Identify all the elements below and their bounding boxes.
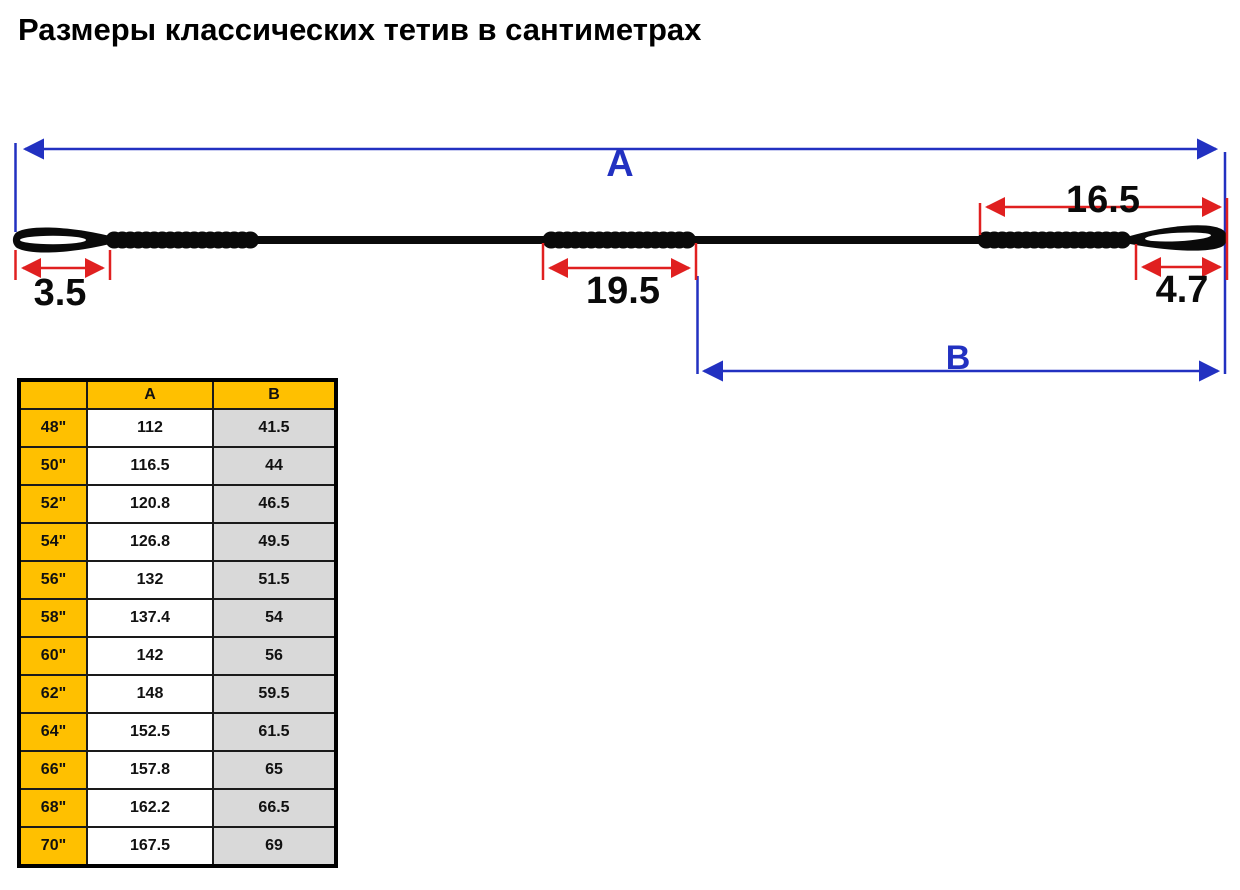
value-a: 137.4 <box>86 598 214 638</box>
value-a: 112 <box>86 408 214 448</box>
row-size-label: 60" <box>18 636 88 676</box>
table-row: 52" 120.8 46.5 <box>18 484 337 524</box>
value-b: 69 <box>212 826 337 867</box>
value-b: 65 <box>212 750 337 790</box>
row-size-label: 50" <box>18 446 88 486</box>
row-size-label: 64" <box>18 712 88 752</box>
value-a: 167.5 <box>86 826 214 867</box>
row-size-label: 58" <box>18 598 88 638</box>
page-title: Размеры классических тетив в сантиметрах <box>18 12 702 47</box>
table-row: 50" 116.5 44 <box>18 446 337 486</box>
table-row: 68" 162.2 66.5 <box>18 788 337 828</box>
dim-label-b: B <box>946 339 971 377</box>
value-a: 120.8 <box>86 484 214 524</box>
row-size-label: 54" <box>18 522 88 562</box>
value-a: 157.8 <box>86 750 214 790</box>
table-header: A B <box>18 379 337 410</box>
table-row: 70" 167.5 69 <box>18 826 337 867</box>
dim-label-right-loop: 4.7 <box>1156 269 1209 311</box>
string-size-table: A B 48" 112 41.5 50" 116.5 44 52" 120.8 46.5 54" 1… <box>17 378 338 868</box>
bowstring-diagram: A B 3.5 19.5 16.5 4.7 <box>12 138 1229 382</box>
header-b-column: B <box>212 379 337 410</box>
value-a: 148 <box>86 674 214 714</box>
value-b: 61.5 <box>212 712 337 752</box>
value-a: 142 <box>86 636 214 676</box>
value-b: 44 <box>212 446 337 486</box>
value-b: 46.5 <box>212 484 337 524</box>
dim-label-right-serving-section: 16.5 <box>1066 179 1140 221</box>
dim-label-left-loop: 3.5 <box>34 272 87 314</box>
value-b: 51.5 <box>212 560 337 600</box>
table-row: 48" 112 41.5 <box>18 408 337 448</box>
table-row: 58" 137.4 54 <box>18 598 337 638</box>
value-a: 126.8 <box>86 522 214 562</box>
row-size-label: 68" <box>18 788 88 828</box>
value-b: 49.5 <box>212 522 337 562</box>
string-size-table-body: 48" 112 41.5 50" 116.5 44 52" 120.8 46.5 54" 126.8… <box>18 408 337 867</box>
value-b: 66.5 <box>212 788 337 828</box>
value-a: 152.5 <box>86 712 214 752</box>
value-b: 59.5 <box>212 674 337 714</box>
row-size-label: 62" <box>18 674 88 714</box>
row-size-label: 48" <box>18 408 88 448</box>
row-size-label: 66" <box>18 750 88 790</box>
row-size-label: 52" <box>18 484 88 524</box>
left-loop-slit <box>20 235 86 245</box>
value-b: 56 <box>212 636 337 676</box>
table-row: 54" 126.8 49.5 <box>18 522 337 562</box>
table-row: 62" 148 59.5 <box>18 674 337 714</box>
right-loop-slit <box>1145 232 1211 242</box>
dim-label-a: A <box>606 143 633 185</box>
table-header-row: A B <box>18 379 337 410</box>
row-size-label: 56" <box>18 560 88 600</box>
value-a: 162.2 <box>86 788 214 828</box>
value-b: 54 <box>212 598 337 638</box>
value-a: 132 <box>86 560 214 600</box>
header-size-column <box>18 379 88 410</box>
row-size-label: 70" <box>18 826 88 867</box>
table-row: 66" 157.8 65 <box>18 750 337 790</box>
value-a: 116.5 <box>86 446 214 486</box>
table-row: 60" 142 56 <box>18 636 337 676</box>
table-row: 56" 132 51.5 <box>18 560 337 600</box>
table-row: 64" 152.5 61.5 <box>18 712 337 752</box>
value-b: 41.5 <box>212 408 337 448</box>
header-a-column: A <box>86 379 214 410</box>
dim-label-center-serving: 19.5 <box>586 270 660 312</box>
